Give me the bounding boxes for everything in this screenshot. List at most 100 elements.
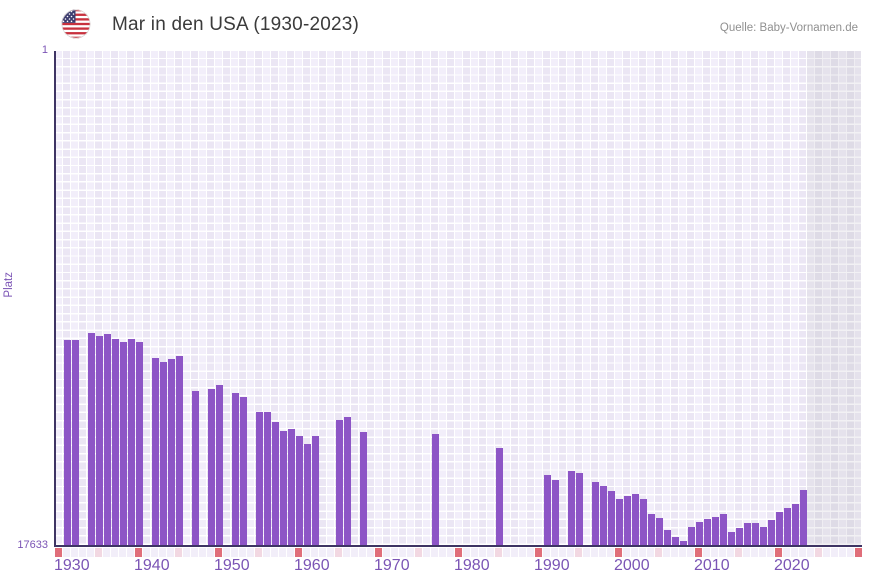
bar-1947 <box>191 390 199 545</box>
bar-2012 <box>711 516 719 545</box>
x-tick-cell-1974 <box>407 548 414 557</box>
y-axis-title: Platz <box>3 272 15 298</box>
x-tick-cell-1945 <box>175 548 182 557</box>
x-tick-cell-2005 <box>655 548 662 557</box>
bar-2020 <box>775 511 783 545</box>
bar-2009 <box>687 526 695 545</box>
bar-1999 <box>607 491 615 545</box>
x-tick-cell-2001 <box>623 548 630 557</box>
x-axis-label-1990: 1990 <box>534 557 570 574</box>
bar-2001 <box>623 495 631 545</box>
x-tick-cell-1977 <box>431 548 438 557</box>
bar-1997 <box>591 481 599 545</box>
x-tick-cell-1992 <box>551 548 558 557</box>
x-tick-cell-1935 <box>95 548 102 557</box>
bar-2018 <box>759 527 767 545</box>
bar-2006 <box>663 529 671 545</box>
x-tick-cell-2008 <box>679 548 686 557</box>
x-tick-cell-1985 <box>495 548 502 557</box>
x-tick-cell-1967 <box>351 548 358 557</box>
x-tick-cell-1988 <box>519 548 526 557</box>
bar-1953 <box>239 396 247 545</box>
x-tick-cell-1940 <box>135 548 142 557</box>
x-tick-cell-1946 <box>183 548 190 557</box>
x-tick-cell-2011 <box>703 548 710 557</box>
bar-2013 <box>719 513 727 545</box>
x-tick-cell-2021 <box>783 548 790 557</box>
x-tick-cell-1982 <box>471 548 478 557</box>
bar-1940 <box>135 341 143 545</box>
plot-area <box>55 51 861 545</box>
x-tick-cell-1942 <box>151 548 158 557</box>
bar-1937 <box>111 338 119 545</box>
x-tick-cell-1939 <box>127 548 134 557</box>
x-tick-cell-2002 <box>631 548 638 557</box>
x-tick-cell-1986 <box>503 548 510 557</box>
bar-1995 <box>575 473 583 545</box>
x-tick-cell-1960 <box>295 548 302 557</box>
x-tick-cell-1969 <box>367 548 374 557</box>
x-tick-cell-1956 <box>263 548 270 557</box>
x-tick-cell-1968 <box>359 548 366 557</box>
bar-1936 <box>103 333 111 545</box>
bar-2008 <box>679 540 687 545</box>
x-tick-cell-1998 <box>599 548 606 557</box>
bar-2021 <box>783 507 791 545</box>
x-axis-label-1960: 1960 <box>294 557 330 574</box>
x-tick-cell-1950 <box>215 548 222 557</box>
bar-2011 <box>703 519 711 545</box>
bar-1956 <box>263 412 271 545</box>
bar-2004 <box>647 513 655 545</box>
bar-2019 <box>767 519 775 545</box>
x-tick-cell-1996 <box>583 548 590 557</box>
x-tick-cell-1955 <box>255 548 262 557</box>
x-tick-cell-1979 <box>447 548 454 557</box>
bar-1950 <box>215 384 223 545</box>
x-tick-cell-2010 <box>695 548 702 557</box>
x-tick-cell-1947 <box>191 548 198 557</box>
bar-1991 <box>543 474 551 545</box>
bar-2016 <box>743 522 751 545</box>
x-axis-label-2010: 2010 <box>694 557 730 574</box>
x-tick-cell-2030 <box>855 548 862 557</box>
x-tick-cell-1964 <box>327 548 334 557</box>
bar-1931 <box>63 339 71 545</box>
x-tick-cell-1981 <box>463 548 470 557</box>
bar-1960 <box>295 435 303 545</box>
x-axis-line <box>54 545 862 547</box>
page-title: Mar in den USA (1930-2023) <box>112 14 360 35</box>
bar-1952 <box>231 393 239 545</box>
x-axis-label-1980: 1980 <box>454 557 490 574</box>
x-tick-cell-1958 <box>279 548 286 557</box>
x-axis-label-1970: 1970 <box>374 557 410 574</box>
x-axis-labels: 1930 1940 1950 1960 1970 1980 1990 2000 2010 2020 <box>54 557 867 579</box>
x-tick-cell-1975 <box>415 548 422 557</box>
x-tick-cell-2026 <box>823 548 830 557</box>
bar-2022 <box>791 503 799 545</box>
x-tick-cell-2022 <box>791 548 798 557</box>
x-tick-cell-2023 <box>799 548 806 557</box>
x-tick-cell-1999 <box>607 548 614 557</box>
bar-2023 <box>799 490 807 545</box>
x-tick-cell-1943 <box>159 548 166 557</box>
x-tick-cell-2006 <box>663 548 670 557</box>
bar-1965 <box>335 420 343 545</box>
x-tick-cell-1983 <box>479 548 486 557</box>
x-tick-cell-2009 <box>687 548 694 557</box>
x-tick-cell-1987 <box>511 548 518 557</box>
x-tick-cell-1995 <box>575 548 582 557</box>
x-tick-cell-1980 <box>455 548 462 557</box>
x-tick-cell-1959 <box>287 548 294 557</box>
x-tick-cell-2012 <box>711 548 718 557</box>
x-tick-cell-1933 <box>79 548 86 557</box>
x-tick-cell-2027 <box>831 548 838 557</box>
x-tick-cell-1965 <box>335 548 342 557</box>
x-tick-cell-2016 <box>743 548 750 557</box>
bar-1934 <box>87 332 95 545</box>
x-tick-cell-1941 <box>143 548 150 557</box>
x-tick-cell-2013 <box>719 548 726 557</box>
y-axis-top-tick-label: 1 <box>41 44 48 56</box>
x-tick-cell-1971 <box>383 548 390 557</box>
x-tick-cell-1962 <box>311 548 318 557</box>
x-tick-cell-1972 <box>391 548 398 557</box>
